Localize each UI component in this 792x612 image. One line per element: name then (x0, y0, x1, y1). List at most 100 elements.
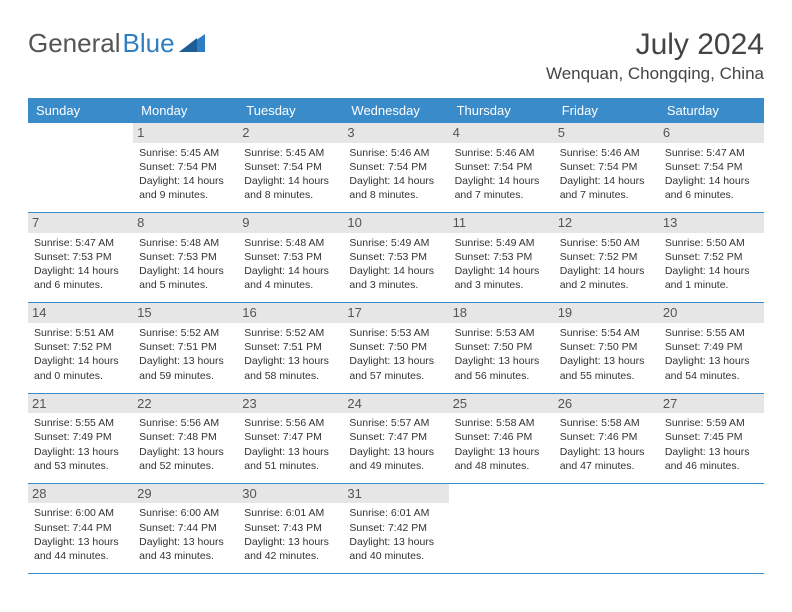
calendar-week-row: 1Sunrise: 5:45 AMSunset: 7:54 PMDaylight… (28, 123, 764, 213)
sunset-line: Sunset: 7:54 PM (139, 160, 232, 174)
day-number: 30 (238, 484, 343, 504)
sunrise-line: Sunrise: 5:53 AM (455, 326, 548, 340)
calendar-day-cell: 20Sunrise: 5:55 AMSunset: 7:49 PMDayligh… (659, 303, 764, 393)
day-number: 18 (449, 303, 554, 323)
daylight-line: Daylight: 13 hours and 43 minutes. (139, 535, 232, 563)
calendar-day-cell: 1 Sunrise: 5:45 AMSunset: 7:54 PMDaylight… (133, 123, 238, 213)
day-number: 28 (28, 484, 133, 504)
sunrise-line: Sunrise: 5:55 AM (34, 416, 127, 430)
calendar-day-cell: 27Sunrise: 5:59 AMSunset: 7:45 PMDayligh… (659, 393, 764, 483)
daylight-line: Daylight: 14 hours and 2 minutes. (560, 264, 653, 292)
calendar-body: 1Sunrise: 5:45 AMSunset: 7:54 PMDaylight… (28, 123, 764, 574)
sunrise-line: Sunrise: 5:52 AM (244, 326, 337, 340)
daylight-line: Daylight: 13 hours and 55 minutes. (560, 354, 653, 382)
sunrise-line: Sunrise: 5:52 AM (139, 326, 232, 340)
sunset-line: Sunset: 7:51 PM (139, 340, 232, 354)
sunset-line: Sunset: 7:54 PM (244, 160, 337, 174)
calendar-day-cell: 2Sunrise: 5:45 AMSunset: 7:54 PMDaylight… (238, 123, 343, 213)
sunrise-line: Sunrise: 5:56 AM (244, 416, 337, 430)
calendar-page: GeneralBlue July 2024 Wenquan, Chongqing… (0, 0, 792, 574)
calendar-day-cell (554, 483, 659, 573)
sunset-line: Sunset: 7:53 PM (139, 250, 232, 264)
day-number: 14 (28, 303, 133, 323)
sunrise-line: Sunrise: 5:46 AM (349, 146, 442, 160)
daylight-line: Daylight: 13 hours and 40 minutes. (349, 535, 442, 563)
day-number: 21 (28, 394, 133, 414)
daylight-line: Daylight: 13 hours and 49 minutes. (349, 445, 442, 473)
sunrise-line: Sunrise: 5:46 AM (455, 146, 548, 160)
calendar-day-cell: 13Sunrise: 5:50 AMSunset: 7:52 PMDayligh… (659, 213, 764, 303)
sunrise-line: Sunrise: 5:45 AM (139, 146, 232, 160)
daylight-line: Daylight: 14 hours and 8 minutes. (349, 174, 442, 202)
daylight-line: Daylight: 14 hours and 8 minutes. (244, 174, 337, 202)
day-number: 16 (238, 303, 343, 323)
calendar-day-cell: 21 Sunrise: 5:55 AMSunset: 7:49 PMDayligh… (28, 393, 133, 483)
sunset-line: Sunset: 7:54 PM (665, 160, 758, 174)
sunset-line: Sunset: 7:52 PM (560, 250, 653, 264)
sunset-line: Sunset: 7:53 PM (349, 250, 442, 264)
sunrise-line: Sunrise: 5:58 AM (560, 416, 653, 430)
day-number: 1 (133, 123, 238, 143)
sunset-line: Sunset: 7:52 PM (34, 340, 127, 354)
calendar-table: SundayMondayTuesdayWednesdayThursdayFrid… (28, 98, 764, 574)
calendar-day-cell: 25Sunrise: 5:58 AMSunset: 7:46 PMDayligh… (449, 393, 554, 483)
weekday-header: Friday (554, 98, 659, 123)
daylight-line: Daylight: 13 hours and 58 minutes. (244, 354, 337, 382)
daylight-line: Daylight: 13 hours and 54 minutes. (665, 354, 758, 382)
calendar-day-cell: 4Sunrise: 5:46 AMSunset: 7:54 PMDaylight… (449, 123, 554, 213)
daylight-line: Daylight: 14 hours and 7 minutes. (455, 174, 548, 202)
calendar-day-cell: 31Sunrise: 6:01 AMSunset: 7:42 PMDayligh… (343, 483, 448, 573)
daylight-line: Daylight: 14 hours and 5 minutes. (139, 264, 232, 292)
sunset-line: Sunset: 7:43 PM (244, 521, 337, 535)
weekday-header: Saturday (659, 98, 764, 123)
calendar-day-cell: 3Sunrise: 5:46 AMSunset: 7:54 PMDaylight… (343, 123, 448, 213)
calendar-week-row: 14Sunrise: 5:51 AMSunset: 7:52 PMDayligh… (28, 303, 764, 393)
day-number: 4 (449, 123, 554, 143)
brand-logo: GeneralBlue (28, 28, 205, 59)
daylight-line: Daylight: 13 hours and 57 minutes. (349, 354, 442, 382)
sunset-line: Sunset: 7:54 PM (349, 160, 442, 174)
daylight-line: Daylight: 14 hours and 7 minutes. (560, 174, 653, 202)
daylight-line: Daylight: 13 hours and 51 minutes. (244, 445, 337, 473)
sunset-line: Sunset: 7:45 PM (665, 430, 758, 444)
location: Wenquan, Chongqing, China (546, 64, 764, 84)
calendar-day-cell: 26Sunrise: 5:58 AMSunset: 7:46 PMDayligh… (554, 393, 659, 483)
sunrise-line: Sunrise: 6:00 AM (34, 506, 127, 520)
calendar-day-cell: 19Sunrise: 5:54 AMSunset: 7:50 PMDayligh… (554, 303, 659, 393)
sunset-line: Sunset: 7:44 PM (139, 521, 232, 535)
sunrise-line: Sunrise: 5:47 AM (34, 236, 127, 250)
calendar-day-cell (28, 123, 133, 213)
calendar-week-row: 21Sunrise: 5:55 AMSunset: 7:49 PMDayligh… (28, 393, 764, 483)
calendar-day-cell: 29Sunrise: 6:00 AMSunset: 7:44 PMDayligh… (133, 483, 238, 573)
sunset-line: Sunset: 7:54 PM (560, 160, 653, 174)
day-number: 17 (343, 303, 448, 323)
day-number: 27 (659, 394, 764, 414)
daylight-line: Daylight: 13 hours and 59 minutes. (139, 354, 232, 382)
daylight-line: Daylight: 14 hours and 9 minutes. (139, 174, 232, 202)
daylight-line: Daylight: 14 hours and 0 minutes. (34, 354, 127, 382)
sunset-line: Sunset: 7:49 PM (34, 430, 127, 444)
sunrise-line: Sunrise: 5:55 AM (665, 326, 758, 340)
calendar-week-row: 28Sunrise: 6:00 AMSunset: 7:44 PMDayligh… (28, 483, 764, 573)
calendar-day-cell: 12Sunrise: 5:50 AMSunset: 7:52 PMDayligh… (554, 213, 659, 303)
calendar-day-cell: 15Sunrise: 5:52 AMSunset: 7:51 PMDayligh… (133, 303, 238, 393)
sunrise-line: Sunrise: 5:56 AM (139, 416, 232, 430)
calendar-day-cell: 17Sunrise: 5:53 AMSunset: 7:50 PMDayligh… (343, 303, 448, 393)
calendar-day-cell: 24Sunrise: 5:57 AMSunset: 7:47 PMDayligh… (343, 393, 448, 483)
daylight-line: Daylight: 14 hours and 3 minutes. (349, 264, 442, 292)
daylight-line: Daylight: 14 hours and 6 minutes. (34, 264, 127, 292)
day-number: 13 (659, 213, 764, 233)
calendar-day-cell: 11Sunrise: 5:49 AMSunset: 7:53 PMDayligh… (449, 213, 554, 303)
calendar-day-cell (659, 483, 764, 573)
sunset-line: Sunset: 7:42 PM (349, 521, 442, 535)
daylight-line: Daylight: 13 hours and 53 minutes. (34, 445, 127, 473)
weekday-header: Wednesday (343, 98, 448, 123)
sunrise-line: Sunrise: 5:45 AM (244, 146, 337, 160)
sunrise-line: Sunrise: 5:47 AM (665, 146, 758, 160)
daylight-line: Daylight: 14 hours and 1 minute. (665, 264, 758, 292)
sunset-line: Sunset: 7:46 PM (455, 430, 548, 444)
day-number: 22 (133, 394, 238, 414)
day-number: 23 (238, 394, 343, 414)
calendar-day-cell: 8Sunrise: 5:48 AMSunset: 7:53 PMDaylight… (133, 213, 238, 303)
day-number: 11 (449, 213, 554, 233)
